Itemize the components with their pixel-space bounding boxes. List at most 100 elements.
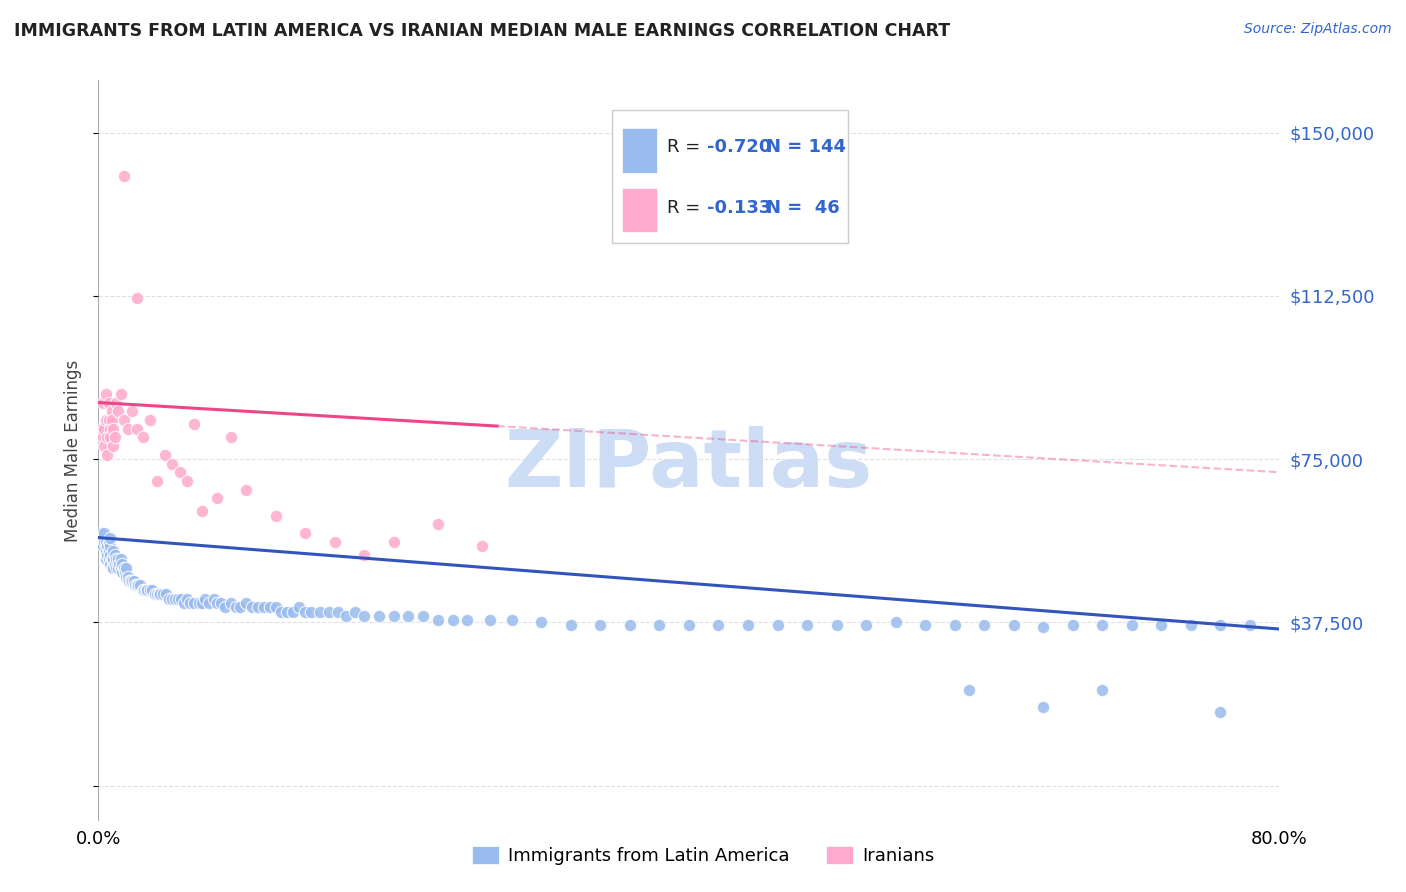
Text: N =  46: N = 46 — [766, 199, 839, 217]
Point — [825, 617, 848, 632]
Point — [97, 395, 120, 409]
Point — [148, 587, 170, 601]
Point — [134, 582, 156, 597]
Point — [152, 587, 174, 601]
Point — [560, 617, 582, 632]
Point — [457, 613, 479, 627]
Point — [1150, 617, 1173, 632]
Point — [1002, 617, 1025, 632]
Point — [97, 413, 120, 427]
Point — [104, 548, 127, 562]
Point — [253, 600, 276, 615]
Point — [382, 535, 405, 549]
Point — [179, 596, 201, 610]
Point — [619, 617, 641, 632]
Point — [108, 557, 131, 571]
Point — [103, 552, 125, 566]
Point — [1121, 617, 1143, 632]
Point — [91, 430, 114, 444]
Point — [259, 600, 281, 615]
Point — [96, 539, 118, 553]
Point — [141, 582, 163, 597]
Point — [146, 587, 169, 601]
Point — [353, 548, 375, 562]
Point — [90, 422, 112, 436]
Point — [169, 465, 191, 479]
Point — [111, 557, 134, 571]
Point — [98, 531, 121, 545]
Point — [105, 552, 128, 566]
Point — [167, 591, 190, 606]
Text: R =: R = — [666, 199, 706, 217]
Point — [125, 578, 148, 592]
Point — [104, 430, 127, 444]
Point — [155, 587, 177, 601]
Point — [1062, 617, 1084, 632]
Point — [368, 609, 391, 624]
Point — [139, 413, 162, 427]
Bar — [621, 187, 657, 232]
Point — [235, 483, 257, 497]
Point — [323, 535, 346, 549]
Point — [270, 605, 292, 619]
Text: ZIPatlas: ZIPatlas — [505, 426, 873, 504]
Point — [96, 448, 118, 462]
Point — [98, 539, 121, 553]
Point — [165, 591, 187, 606]
Point — [229, 600, 252, 615]
Point — [299, 605, 322, 619]
Point — [914, 617, 936, 632]
Point — [135, 582, 157, 597]
Text: IMMIGRANTS FROM LATIN AMERICA VS IRANIAN MEDIAN MALE EARNINGS CORRELATION CHART: IMMIGRANTS FROM LATIN AMERICA VS IRANIAN… — [14, 22, 950, 40]
Point — [97, 535, 120, 549]
Point — [110, 561, 132, 575]
Point — [1180, 617, 1202, 632]
Point — [93, 535, 115, 549]
Point — [112, 413, 135, 427]
Point — [110, 387, 132, 401]
Point — [205, 596, 228, 610]
Point — [107, 404, 129, 418]
Text: N = 144: N = 144 — [766, 138, 845, 156]
Point — [246, 600, 269, 615]
Point — [353, 609, 375, 624]
Point — [276, 605, 298, 619]
Point — [97, 543, 120, 558]
Point — [707, 617, 730, 632]
Point — [121, 574, 143, 588]
Point — [93, 439, 115, 453]
Point — [132, 582, 155, 597]
Point — [344, 605, 367, 619]
Point — [98, 557, 121, 571]
Point — [589, 617, 612, 632]
Point — [235, 596, 257, 610]
Point — [202, 591, 225, 606]
Point — [124, 578, 146, 592]
Point — [143, 587, 166, 601]
Point — [103, 439, 125, 453]
Point — [122, 574, 145, 588]
Point — [146, 474, 169, 488]
Text: Source: ZipAtlas.com: Source: ZipAtlas.com — [1244, 22, 1392, 37]
Point — [153, 448, 176, 462]
Point — [225, 600, 247, 615]
Point — [1032, 700, 1054, 714]
Point — [183, 417, 205, 432]
Point — [120, 574, 142, 588]
Point — [104, 557, 127, 571]
Point — [100, 552, 122, 566]
Point — [471, 539, 494, 553]
Point — [283, 605, 305, 619]
Point — [855, 617, 877, 632]
Point — [105, 561, 128, 575]
Point — [97, 552, 120, 566]
Point — [205, 491, 228, 506]
Point — [91, 531, 114, 545]
Point — [90, 526, 112, 541]
Point — [121, 404, 143, 418]
Point — [382, 609, 405, 624]
Point — [326, 605, 349, 619]
FancyBboxPatch shape — [612, 110, 848, 244]
Point — [149, 587, 172, 601]
Point — [943, 617, 966, 632]
